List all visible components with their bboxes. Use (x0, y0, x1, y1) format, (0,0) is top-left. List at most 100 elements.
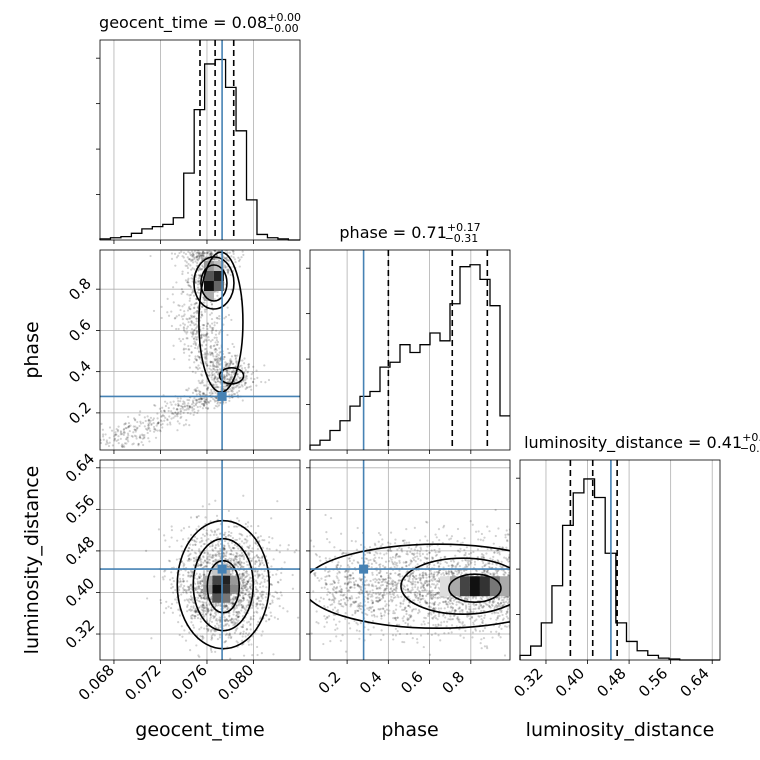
sample-point (204, 357, 207, 360)
sample-point (263, 606, 266, 609)
sample-point (442, 572, 445, 575)
sample-point (358, 586, 361, 589)
sample-point (194, 588, 197, 592)
sample-point (237, 259, 241, 263)
sample-point (242, 379, 245, 383)
sample-point (248, 557, 251, 560)
sample-point (495, 604, 498, 607)
sample-point (190, 548, 194, 551)
sample-point (497, 595, 500, 599)
sample-point (199, 274, 202, 277)
sample-point (211, 353, 214, 356)
sample-point (143, 435, 146, 439)
sample-point (376, 596, 379, 599)
sample-point (245, 632, 248, 635)
sample-point (496, 601, 499, 605)
sample-point (215, 553, 218, 556)
sample-point (215, 339, 219, 342)
sample-point (200, 343, 203, 346)
sample-point (191, 407, 194, 410)
sample-point (206, 364, 209, 367)
sample-point (236, 621, 239, 624)
sample-point (198, 255, 201, 259)
sample-point (256, 536, 259, 540)
sample-point (210, 247, 212, 249)
sample-point (480, 617, 483, 621)
sample-point (222, 544, 225, 547)
sample-point (139, 436, 142, 440)
sample-point (436, 572, 440, 576)
sample-point (395, 587, 398, 590)
sample-point (208, 593, 211, 596)
sample-point (202, 327, 205, 330)
sample-point (249, 615, 252, 619)
sample-point (507, 560, 510, 563)
sample-point (483, 614, 487, 617)
sample-point (249, 550, 252, 553)
sample-point (260, 590, 263, 594)
sample-point (197, 654, 200, 657)
sample-point (188, 348, 191, 351)
sample-point (228, 393, 231, 396)
sample-point (203, 353, 206, 356)
sample-point (402, 615, 406, 618)
sample-point (211, 328, 214, 331)
sample-point (203, 308, 206, 311)
sample-point (408, 590, 411, 593)
sample-point (503, 571, 506, 574)
sample-point (257, 574, 260, 577)
sample-point (241, 635, 244, 638)
sample-point (195, 302, 198, 305)
sample-point (223, 533, 226, 536)
sample-point (232, 370, 235, 373)
sample-point (475, 618, 478, 621)
sample-point (194, 281, 197, 285)
sample-point (127, 415, 130, 418)
sample-point (201, 254, 204, 257)
sample-point (215, 360, 218, 363)
sample-point (380, 614, 383, 617)
sample-point (196, 355, 199, 358)
sample-point (367, 594, 370, 597)
sample-point (176, 397, 179, 400)
sample-point (425, 549, 428, 552)
sample-point (138, 435, 142, 439)
sample-point (379, 591, 382, 595)
sample-point (231, 370, 234, 374)
sample-point (186, 318, 189, 321)
sample-point (134, 425, 137, 428)
sample-point (506, 608, 510, 611)
sample-point (394, 572, 397, 575)
sample-point (359, 589, 363, 592)
sample-point (194, 281, 197, 284)
sample-point (205, 402, 208, 405)
sample-point (137, 444, 140, 447)
sample-point (217, 357, 220, 360)
sample-point (193, 539, 196, 542)
sample-point (178, 633, 181, 637)
sample-point (260, 581, 263, 584)
sample-point (176, 243, 178, 245)
sample-point (210, 392, 213, 395)
sample-point (191, 333, 195, 336)
sample-point (345, 596, 348, 599)
sample-point (224, 623, 227, 626)
sample-point (442, 613, 446, 616)
sample-point (413, 556, 417, 559)
sample-point (485, 645, 489, 648)
sample-point (198, 573, 202, 576)
sample-point (183, 409, 186, 412)
sample-point (146, 597, 149, 600)
sample-point (192, 402, 195, 405)
sample-point (413, 552, 416, 555)
sample-point (471, 597, 475, 600)
sample-point (210, 330, 213, 333)
sample-point (205, 619, 208, 622)
sample-point (190, 351, 193, 354)
sample-point (206, 557, 209, 560)
sample-point (127, 426, 130, 429)
histogram-bin (480, 279, 490, 450)
sample-point (407, 546, 410, 549)
sample-point (398, 561, 401, 564)
sample-point (239, 632, 242, 636)
